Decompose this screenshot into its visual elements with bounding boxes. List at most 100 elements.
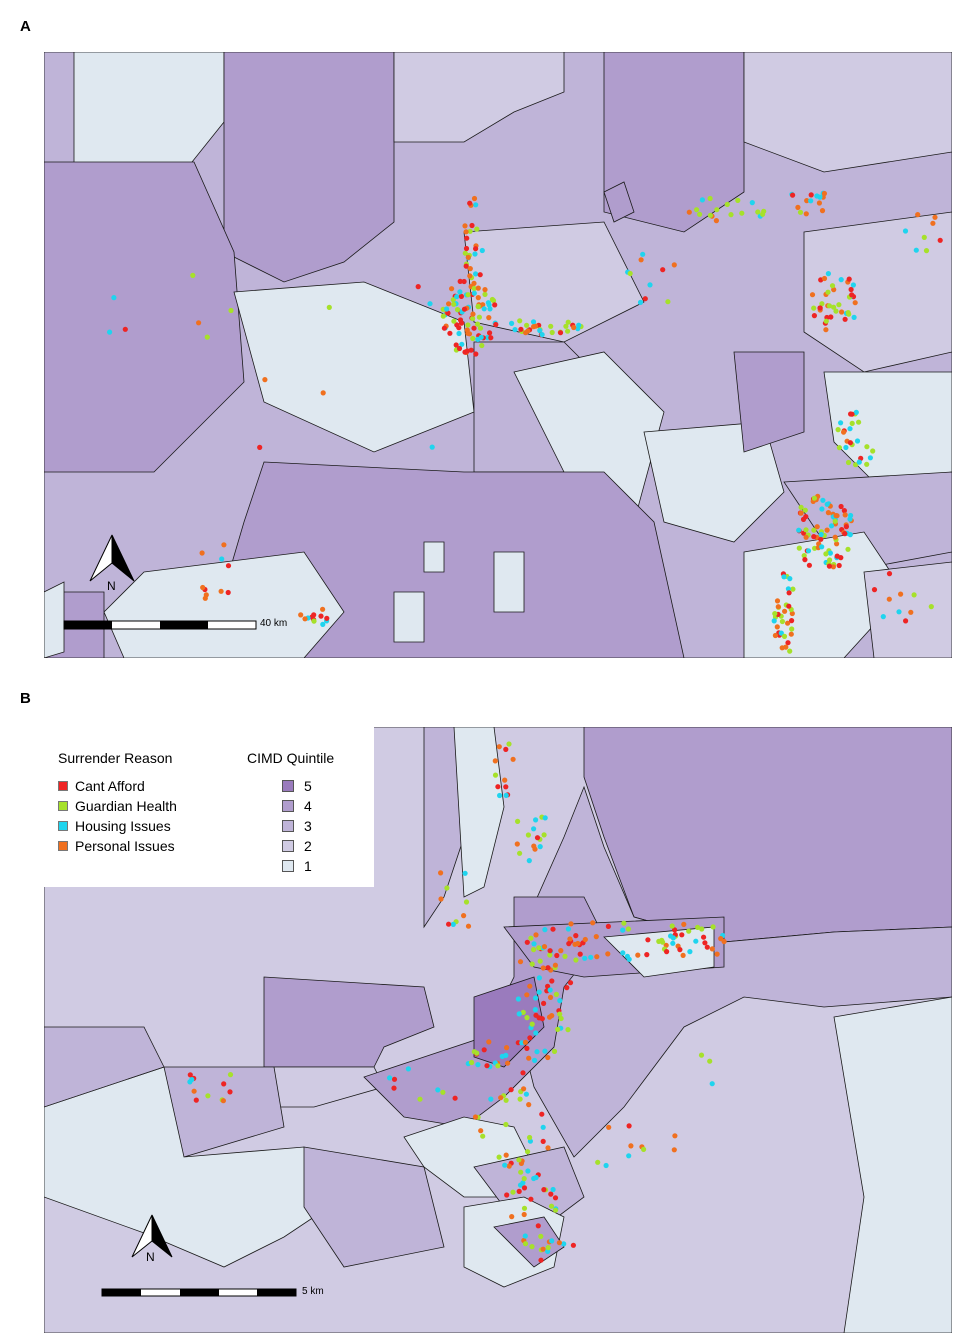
b-point [547, 952, 553, 958]
a-point [457, 289, 463, 295]
b-point [693, 938, 699, 944]
b-point [567, 980, 574, 986]
scale-bar-b [101, 1288, 297, 1297]
a-point [324, 615, 330, 621]
b-point [566, 941, 572, 947]
a-point [827, 550, 834, 556]
b-point [541, 1187, 547, 1193]
b-point [542, 1048, 548, 1054]
b-quintile-1 [833, 996, 952, 1333]
b-point [549, 978, 555, 984]
b-point [541, 944, 548, 950]
b-point [568, 921, 574, 927]
a-point [796, 545, 802, 551]
b-point [552, 1207, 559, 1213]
b-point [450, 921, 456, 927]
b-point [625, 926, 632, 932]
b-point [532, 846, 538, 852]
b-point [545, 983, 551, 989]
b-point [517, 850, 523, 856]
quintile-2-swatch [282, 840, 294, 852]
a-point [870, 448, 876, 454]
b-point [452, 1095, 458, 1101]
a-point [797, 209, 804, 215]
a-point [456, 325, 462, 331]
map-panel-a[interactable]: 40 km N [44, 52, 952, 658]
b-point [529, 961, 535, 967]
a-point [735, 197, 741, 203]
a-point [199, 550, 205, 556]
legend-item-personal-issues: Personal Issues [58, 837, 175, 855]
a-point [479, 342, 485, 349]
b-point [521, 1176, 527, 1182]
a-point [827, 557, 833, 563]
a-quintile-4 [603, 181, 635, 223]
b-point [469, 1059, 475, 1066]
a-point [518, 326, 524, 332]
a-point [557, 330, 564, 336]
b-point [539, 1111, 545, 1117]
b-point [567, 936, 573, 942]
a-point [886, 571, 893, 577]
a-point [492, 302, 498, 308]
a-point [821, 275, 828, 282]
a-point [816, 200, 823, 206]
a-point [471, 290, 477, 296]
b-point [517, 1096, 523, 1102]
b-point [191, 1088, 197, 1094]
a-point [640, 251, 646, 257]
a-point [456, 345, 463, 352]
b-point [603, 1162, 609, 1169]
a-point [871, 587, 878, 593]
scale-bar-a [63, 620, 257, 630]
a-point [699, 197, 706, 203]
legend-quintile-3: 3 [282, 817, 312, 835]
b-point [474, 1050, 480, 1056]
legend-quintile-label: 4 [304, 798, 312, 814]
b-point [709, 946, 715, 952]
a-point [225, 589, 231, 596]
a-point [803, 527, 809, 533]
b-point [503, 746, 509, 752]
b-point [635, 952, 641, 958]
b-quintile-3 [303, 1146, 445, 1268]
b-point [503, 1121, 509, 1128]
b-point [221, 1081, 227, 1087]
b-point [553, 991, 559, 997]
a-point [445, 310, 451, 316]
a-point [880, 614, 886, 620]
b-point [486, 1039, 492, 1045]
a-point [772, 632, 779, 639]
a-point [825, 510, 832, 516]
a-point [811, 313, 818, 319]
a-point [707, 212, 714, 218]
b-point [545, 965, 551, 971]
a-point [479, 247, 485, 254]
b-point [503, 1152, 509, 1158]
b-point [621, 920, 627, 926]
a-point [811, 527, 817, 533]
a-point [798, 510, 804, 516]
a-point [847, 532, 853, 538]
b-point [575, 940, 581, 947]
b-point [193, 1097, 199, 1103]
a-point [838, 503, 844, 510]
b-point [484, 1063, 490, 1069]
quintile-4-swatch [282, 800, 294, 812]
b-point [620, 927, 626, 933]
b-point [505, 1060, 511, 1066]
b-point [522, 1039, 528, 1045]
legend-quintile-title: CIMD Quintile [247, 750, 335, 766]
a-point [790, 586, 796, 592]
b-point [518, 1169, 524, 1175]
a-point [913, 247, 919, 253]
b-point [671, 1147, 677, 1153]
b-point [534, 835, 541, 841]
a-point [825, 271, 832, 277]
legend-item-guardian-health: Guardian Health [58, 797, 177, 815]
a-point [846, 276, 852, 282]
a-point [524, 322, 530, 328]
b-point [527, 983, 533, 989]
b-point [548, 1203, 555, 1209]
a-point [262, 377, 268, 383]
